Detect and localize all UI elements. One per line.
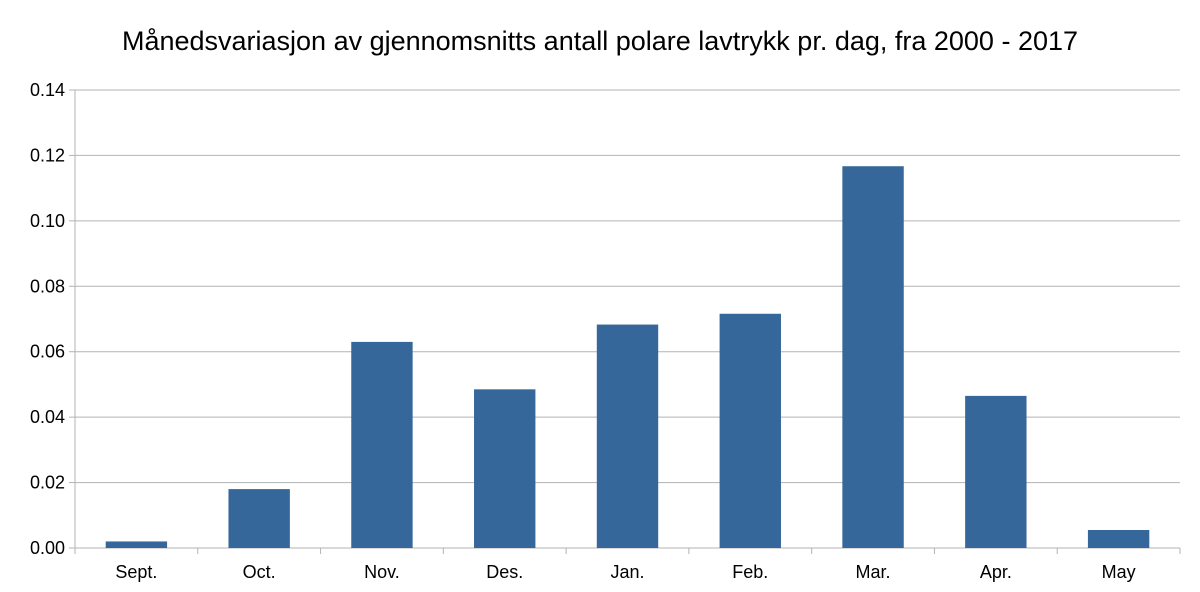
bar-7: [965, 395, 1027, 548]
y-tick-label: 0.10: [30, 211, 65, 231]
bar-6: [842, 166, 904, 548]
bar-0: [105, 541, 168, 548]
bar-1: [228, 489, 290, 548]
chart-title: Månedsvariasjon av gjennomsnitts antall …: [121, 26, 1079, 56]
x-tick-label: May: [1102, 562, 1136, 582]
x-tick-label: Mar.: [856, 562, 891, 582]
x-tick-label: Jan.: [610, 562, 644, 582]
y-tick-label: 0.08: [30, 276, 65, 296]
y-tick-label: 0.14: [30, 80, 65, 100]
bar-5: [719, 313, 781, 548]
y-tick-label: 0.12: [30, 145, 65, 165]
x-tick-label: Oct.: [243, 562, 276, 582]
bar-4: [596, 324, 659, 548]
x-tick-label: Apr.: [980, 562, 1012, 582]
bar-2: [351, 341, 413, 548]
x-tick-label: Des.: [486, 562, 523, 582]
y-tick-label: 0.06: [30, 342, 65, 362]
x-tick-label: Feb.: [732, 562, 768, 582]
bar-3: [474, 389, 536, 548]
bar-8: [1087, 530, 1150, 548]
y-tick-label: 0.02: [30, 473, 65, 493]
x-tick-label: Sept.: [115, 562, 157, 582]
x-tick-label: Nov.: [364, 562, 400, 582]
y-tick-label: 0.00: [30, 538, 65, 558]
y-tick-label: 0.04: [30, 407, 65, 427]
